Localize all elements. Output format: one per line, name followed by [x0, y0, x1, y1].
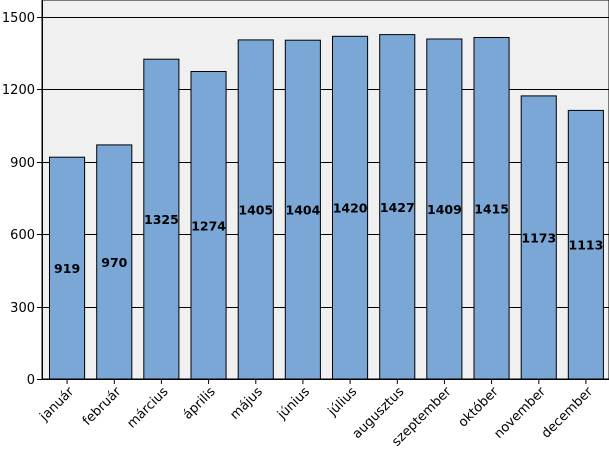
y-axis-ticks: 0 300 600 900 1200 1500 [2, 11, 42, 388]
bar-április [190, 71, 227, 380]
data-label: 1415 [474, 201, 509, 216]
bar-január [49, 156, 86, 380]
data-label: 1325 [144, 212, 179, 227]
x-tick-label: június [274, 384, 313, 423]
y-tick-label: 900 [10, 156, 35, 171]
data-label: 1409 [427, 202, 462, 217]
data-labels: 919 970 1325 1274 1405 1404 1420 1427 1409 1415 11… [54, 200, 603, 276]
x-tick-label: április [180, 384, 218, 422]
bar-február [96, 144, 133, 380]
x-tick-label: december [539, 384, 596, 441]
data-label: 1113 [569, 238, 604, 253]
data-label: 1427 [380, 200, 415, 215]
gridlines [42, 17, 609, 308]
y-tick-label: 1200 [2, 83, 35, 98]
bar-december [567, 109, 604, 380]
data-label: 1404 [286, 203, 321, 218]
x-tick-label: február [80, 384, 125, 429]
y-tick-label: 0 [27, 373, 35, 388]
x-tick-label: március [124, 384, 171, 431]
y-tick-label: 1500 [2, 11, 35, 26]
bar-október [473, 37, 510, 380]
bar-augusztus [379, 34, 416, 380]
data-label: 919 [54, 261, 80, 276]
bars [49, 34, 604, 380]
data-label: 970 [101, 255, 127, 270]
x-tick-label: július [325, 384, 361, 420]
data-label: 1420 [333, 201, 368, 216]
data-label: 1405 [238, 203, 273, 218]
y-tick-label: 600 [10, 228, 35, 243]
x-axis-ticks: január február március április május június jú… [37, 379, 596, 450]
data-label: 1173 [521, 231, 556, 246]
bar-június [284, 39, 321, 380]
y-tick-label: 300 [10, 301, 35, 316]
x-tick-label: október [456, 384, 503, 431]
bar-szeptember [426, 38, 463, 380]
axes [42, 0, 609, 380]
x-tick-label: május [227, 384, 266, 423]
x-tick-label: január [37, 384, 78, 425]
plot-area [41, 0, 609, 380]
data-label: 1274 [191, 218, 226, 233]
